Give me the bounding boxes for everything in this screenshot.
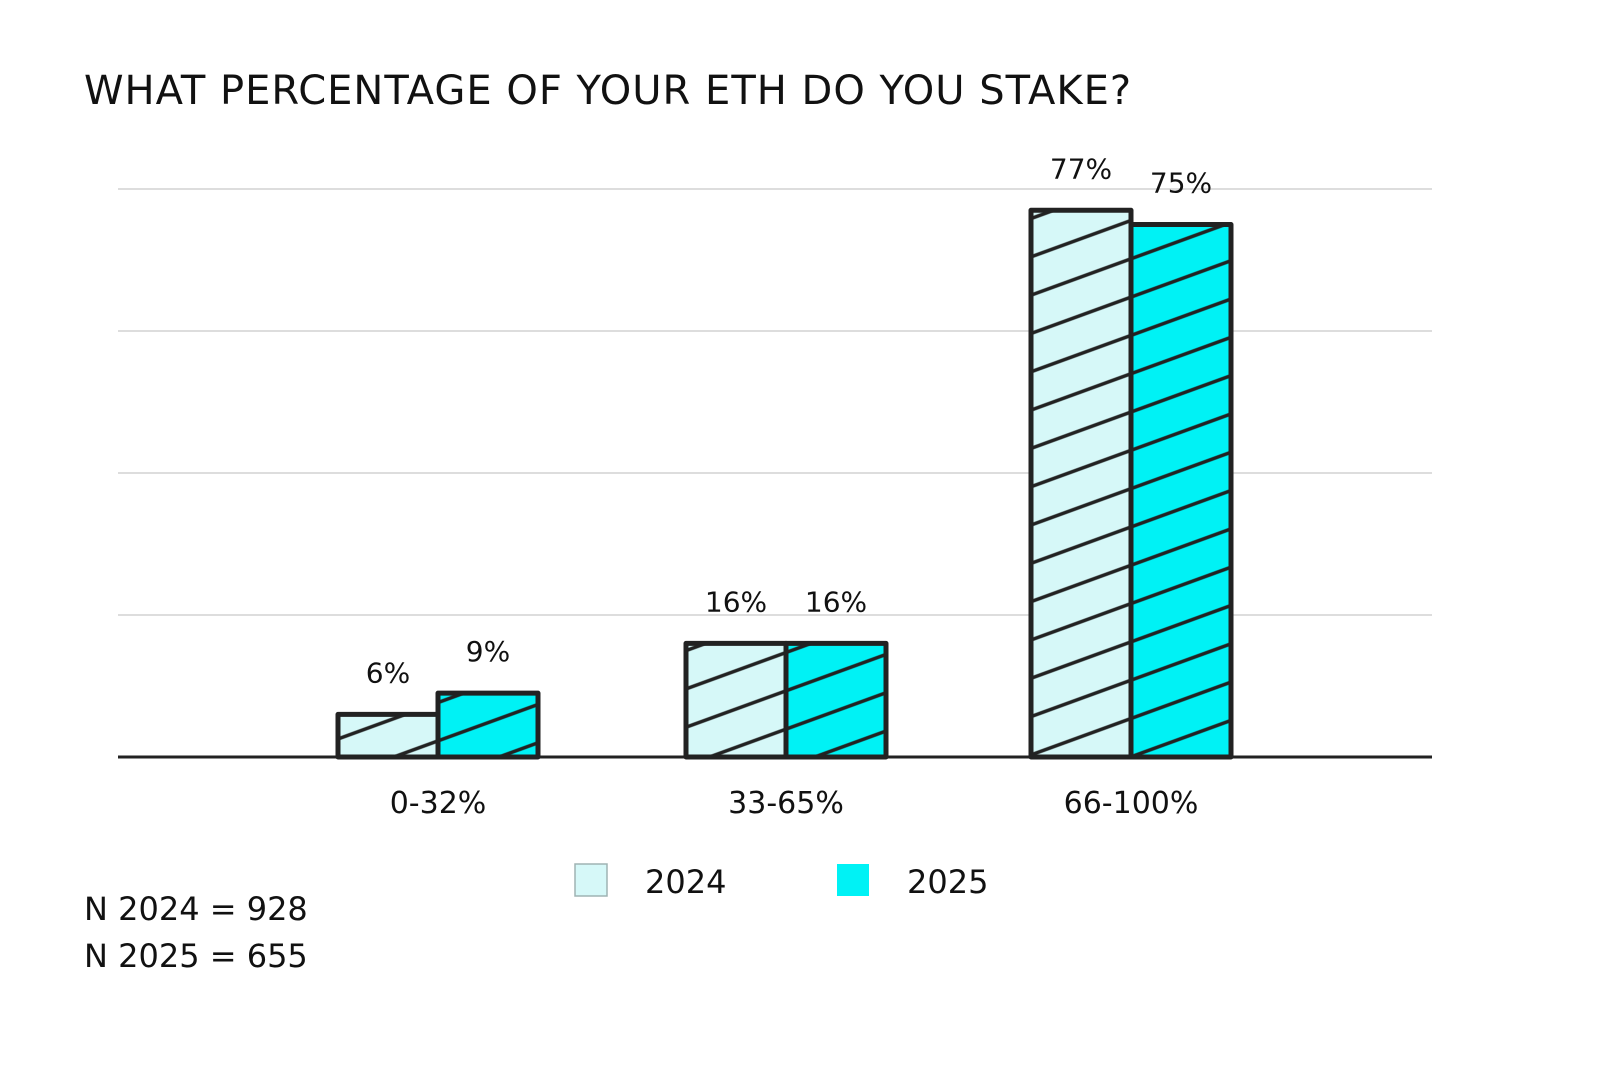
bar-outline: [435, 690, 541, 760]
value-label: 9%: [466, 635, 510, 668]
bar-outline: [1128, 222, 1234, 760]
x-tick-label: 0-32%: [390, 786, 487, 821]
legend-label: 2025: [907, 863, 988, 901]
bar-2025-0-32%: [435, 690, 541, 760]
legend-label: 2024: [645, 863, 726, 901]
value-labels: 6% 9% 16% 16% 77% 75%: [366, 152, 1212, 689]
legend-item-2024: 2024: [574, 863, 726, 901]
chart-title: WHAT PERCENTAGE OF YOUR ETH DO YOU STAKE…: [84, 68, 1133, 114]
bar-hatch: [1031, 210, 1131, 758]
bar-hatch: [786, 643, 886, 757]
legend-item-2025: 2025: [837, 863, 988, 901]
value-label: 77%: [1050, 152, 1112, 185]
bar-2025-66-100%: [1128, 222, 1234, 760]
bar-hatch: [686, 643, 786, 757]
bar-outline: [783, 640, 889, 760]
value-label: 6%: [366, 656, 410, 689]
bar-2024-33-65%: [683, 640, 789, 760]
x-axis-tick-labels: 0-32% 33-65% 66-100%: [390, 786, 1199, 821]
bar-2025-33-65%: [783, 640, 889, 760]
sample-size-2025: N 2025 = 655: [84, 937, 308, 975]
legend-swatch: [837, 864, 869, 896]
value-label: 16%: [705, 585, 767, 618]
value-label: 75%: [1150, 167, 1212, 200]
bars: [335, 207, 1234, 760]
legend: 2024 2025: [574, 863, 988, 901]
legend-swatch: [574, 863, 608, 897]
value-label: 16%: [805, 585, 867, 618]
x-tick-label: 66-100%: [1064, 786, 1199, 821]
bar-2024-66-100%: [1028, 207, 1134, 760]
bar-2024-0-32%: [335, 711, 441, 760]
sample-size-2024: N 2024 = 928: [84, 890, 308, 928]
bar-hatch: [1131, 224, 1231, 757]
bar-hatch: [438, 693, 538, 757]
bar-hatch: [338, 714, 438, 757]
x-tick-label: 33-65%: [728, 786, 844, 821]
